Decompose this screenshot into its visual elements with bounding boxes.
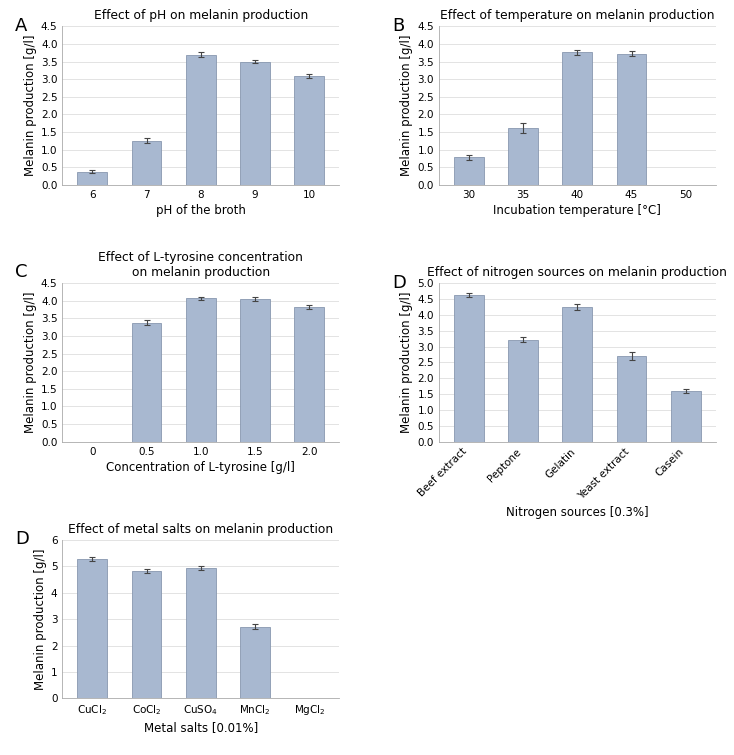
Bar [77,559,107,698]
Title: Effect of pH on melanin production: Effect of pH on melanin production [94,10,308,23]
Bar [454,295,484,442]
Bar [562,52,592,185]
Text: D: D [392,273,406,291]
Title: Effect of metal salts on melanin production: Effect of metal salts on melanin product… [68,523,333,536]
Y-axis label: Melanin production [g/l]: Melanin production [g/l] [23,291,37,433]
Bar [131,322,161,442]
Bar [131,571,161,698]
Bar [77,171,107,185]
Title: Effect of temperature on melanin production: Effect of temperature on melanin product… [440,10,714,23]
Bar [240,62,270,185]
Text: D: D [15,530,29,548]
Bar [240,627,270,698]
Bar [508,340,538,442]
Bar [617,54,647,185]
Text: C: C [15,263,28,281]
Title: Effect of nitrogen sources on melanin production: Effect of nitrogen sources on melanin pr… [427,267,727,279]
Bar [671,391,701,442]
Bar [186,54,216,185]
Bar [617,356,647,442]
Text: A: A [15,17,28,35]
X-axis label: pH of the broth: pH of the broth [156,204,246,217]
Bar [186,298,216,442]
X-axis label: Incubation temperature [°C]: Incubation temperature [°C] [493,204,661,217]
Bar [508,128,538,185]
Bar [294,307,324,442]
Y-axis label: Melanin production [g/l]: Melanin production [g/l] [23,35,37,177]
X-axis label: Metal salts [0.01%]: Metal salts [0.01%] [144,722,258,735]
Bar [186,569,216,698]
Bar [562,307,592,442]
Y-axis label: Melanin production [g/l]: Melanin production [g/l] [400,291,413,433]
Bar [131,141,161,185]
X-axis label: Concentration of L-tyrosine [g/l]: Concentration of L-tyrosine [g/l] [106,461,295,473]
Bar [240,299,270,442]
X-axis label: Nitrogen sources [0.3%]: Nitrogen sources [0.3%] [506,506,649,519]
Bar [294,76,324,185]
Bar [454,158,484,185]
Y-axis label: Melanin production [g/l]: Melanin production [g/l] [34,548,47,690]
Title: Effect of L-tyrosine concentration
on melanin production: Effect of L-tyrosine concentration on me… [98,251,303,279]
Y-axis label: Melanin production [g/l]: Melanin production [g/l] [400,35,413,177]
Text: B: B [392,17,404,35]
